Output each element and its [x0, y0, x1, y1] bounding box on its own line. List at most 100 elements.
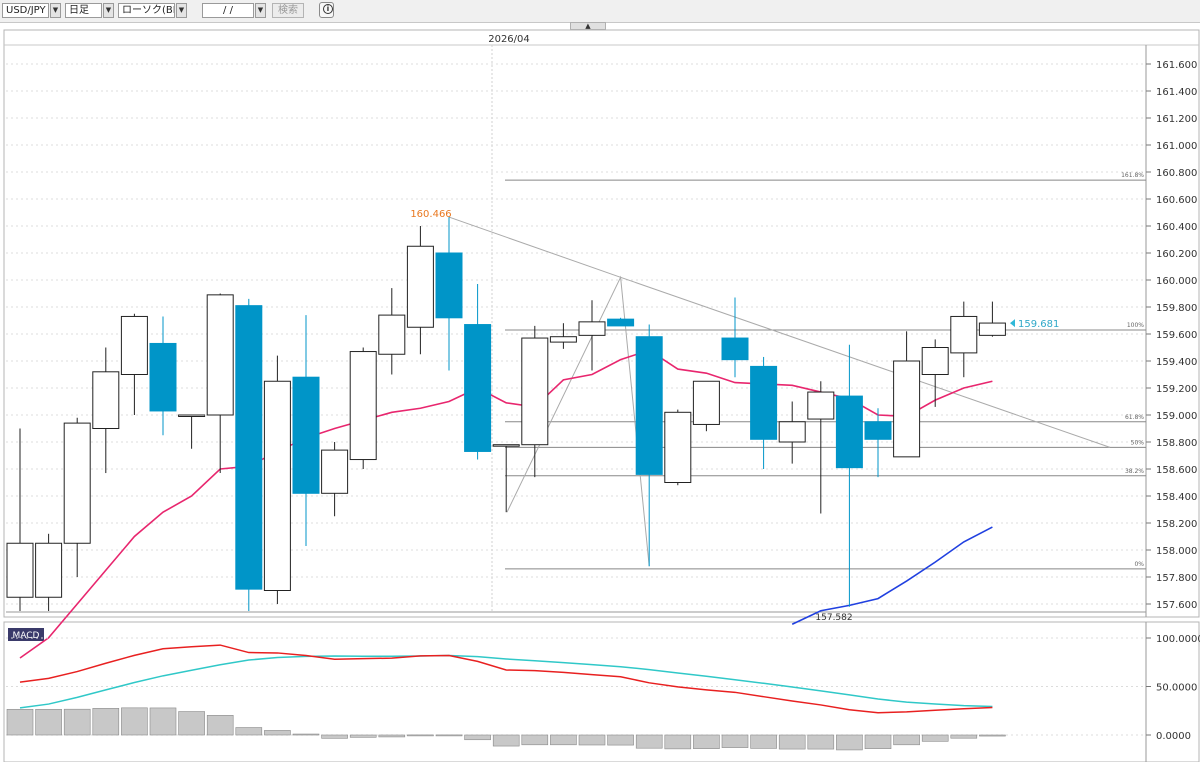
swing-low-label: 157.582 — [815, 613, 852, 623]
bullish-candle-body — [978, 322, 1006, 336]
price-tick-label: 161.200 — [1156, 114, 1197, 125]
toolbar: USD/JPY ▼ 日足 ▼ ローソク(BID) ▼ / / ▼ 検索 i — [0, 0, 1200, 23]
price-tick-label: 159.400 — [1156, 357, 1197, 368]
chart-type-dropdown-arrow-icon[interactable]: ▼ — [176, 3, 187, 18]
bullish-candle-body — [521, 337, 549, 446]
date-dropdown-arrow-icon[interactable]: ▼ — [255, 3, 266, 18]
symbol-select[interactable]: USD/JPY — [2, 3, 49, 18]
bullish-candle-body — [263, 380, 291, 591]
macd-lines — [19, 644, 993, 714]
bearish-candle-body — [721, 337, 749, 361]
macd-histogram-bar — [778, 734, 806, 750]
price-annotations: 160.466 159.681 157.582 — [410, 209, 1059, 623]
bullish-candle-body — [921, 347, 949, 375]
bullish-candle-body — [120, 315, 148, 376]
price-tick-label: 161.000 — [1156, 141, 1197, 152]
fib-level-label: 161.8% — [1121, 172, 1144, 179]
macd-histogram-bar — [492, 734, 520, 747]
timeframe-dropdown-arrow-icon[interactable]: ▼ — [103, 3, 114, 18]
macd-histogram-bar — [807, 734, 835, 750]
price-tick-label: 161.600 — [1156, 60, 1197, 71]
price-tick-label: 158.600 — [1156, 465, 1197, 476]
price-tick-label: 159.600 — [1156, 330, 1197, 341]
bullish-candle-body — [321, 449, 349, 494]
macd-histogram-bar — [92, 708, 120, 736]
price-tick-label: 160.600 — [1156, 195, 1197, 206]
price-tick-label: 160.000 — [1156, 276, 1197, 287]
search-button[interactable]: 検索 — [272, 3, 304, 18]
fib-level-label: 50% — [1131, 439, 1145, 446]
macd-histogram-bar — [578, 734, 606, 746]
price-tick-label: 158.400 — [1156, 492, 1197, 503]
price-tick-label: 158.000 — [1156, 546, 1197, 557]
bullish-candle-body — [578, 321, 606, 336]
macd-histogram-bar — [292, 733, 320, 736]
macd-histogram-bar — [921, 734, 949, 742]
price-tick-label: 160.200 — [1156, 249, 1197, 260]
bullish-candle-body — [378, 314, 406, 355]
bearish-candle-body — [864, 421, 892, 440]
fibonacci-retracement: 161.8% 100% 61.8% 50% 38.2% 0% — [505, 172, 1146, 570]
price-panel-frame — [3, 29, 1200, 618]
bearish-candle-body — [464, 324, 492, 452]
macd-histogram-bar — [464, 734, 491, 741]
bullish-candle-body — [807, 391, 835, 420]
macd-histogram-bar — [550, 734, 577, 746]
date-input[interactable]: / / — [202, 3, 254, 18]
macd-histogram-bar — [121, 707, 148, 736]
bullish-candle-body — [349, 351, 377, 461]
macd-histogram-bar — [6, 708, 34, 736]
bullish-candle-body — [549, 336, 577, 343]
macd-histogram-bar — [836, 734, 863, 751]
macd-histogram-bar — [407, 734, 434, 737]
bullish-candle-body — [406, 245, 434, 328]
macd-line — [19, 644, 993, 714]
timeframe-select[interactable]: 日足 — [65, 3, 102, 18]
macd-histogram-bar — [521, 734, 549, 746]
period-label: 2026/04 — [488, 34, 530, 45]
bullish-candle-body — [692, 380, 720, 425]
macd-histogram — [6, 707, 1006, 751]
price-axis-ticks: 161.600 161.400 161.200 161.000 160.800 160.6… — [1146, 60, 1197, 611]
macd-histogram-bar — [893, 734, 920, 746]
bullish-candle-body — [664, 411, 692, 483]
macd-label: MACD — [13, 631, 40, 641]
macd-histogram-bar — [321, 734, 348, 739]
bearish-candle-body — [435, 252, 463, 319]
macd-histogram-bar — [35, 708, 62, 736]
bullish-candle-body — [63, 422, 91, 544]
macd-histogram-bar — [206, 715, 234, 736]
macd-histogram-bar — [750, 734, 777, 749]
price-tick-label: 157.600 — [1156, 600, 1197, 611]
info-icon: i — [323, 4, 333, 14]
bullish-candle-body — [893, 360, 921, 458]
bearish-candle-body — [835, 395, 863, 469]
macd-histogram-bar — [950, 734, 978, 739]
bearish-candle-body — [607, 318, 635, 327]
bearish-candle-body — [292, 376, 320, 494]
swing-high-label: 160.466 — [410, 209, 451, 220]
macd-histogram-bar — [378, 734, 406, 738]
bullish-candle-body — [950, 315, 978, 354]
fib-level-label: 61.8% — [1125, 414, 1144, 421]
price-tick-label: 159.200 — [1156, 384, 1197, 395]
bearish-candle-body — [235, 305, 263, 590]
macd-histogram-bar — [721, 734, 749, 748]
macd-tick-label: 50.0000 — [1156, 683, 1197, 694]
macd-histogram-bar — [264, 730, 291, 736]
macd-panel-frame — [3, 621, 1200, 762]
symbol-dropdown-arrow-icon[interactable]: ▼ — [50, 3, 61, 18]
info-button[interactable]: i — [319, 2, 334, 18]
fib-level-label: 100% — [1127, 322, 1144, 329]
macd-histogram-bar — [664, 734, 692, 750]
macd-histogram-bar — [635, 734, 663, 749]
bullish-candle-body — [35, 542, 63, 598]
fib-level-label: 38.2% — [1125, 468, 1144, 475]
chart-type-select[interactable]: ローソク(BID) — [118, 3, 175, 18]
bearish-candle-body — [750, 365, 778, 440]
bullish-candle-body — [6, 542, 34, 598]
bullish-candle-body — [778, 421, 806, 443]
bullish-candle-body — [178, 414, 206, 417]
macd-histogram-bar — [235, 727, 263, 736]
